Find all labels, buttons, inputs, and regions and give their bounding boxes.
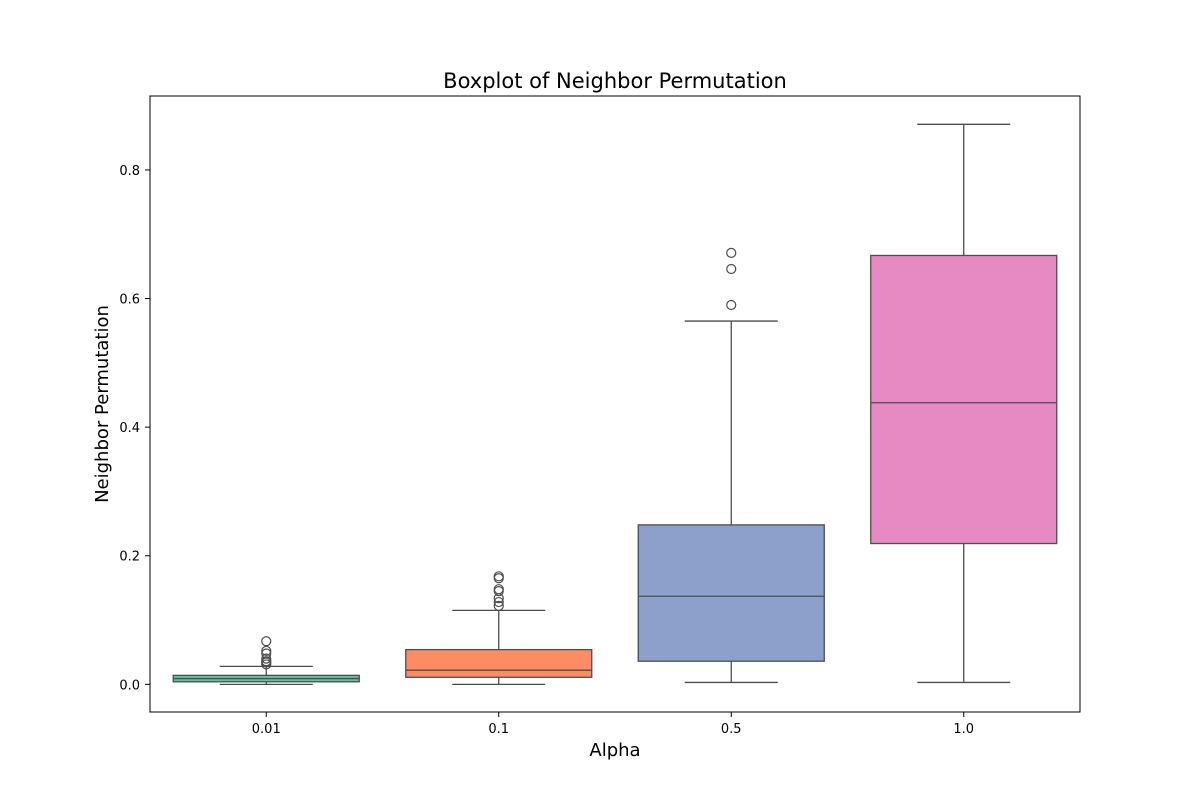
outlier-point-0.1-0	[493, 600, 504, 612]
box-group-0.1	[405, 571, 593, 686]
plot-area	[172, 123, 1058, 686]
axes: 0.0 0.2 0.4 0.6 0.8 0.01 0.1 0.5 1.0	[119, 95, 1081, 737]
x-tick-label: 0.5	[721, 722, 742, 737]
box-group-0.5	[637, 247, 825, 684]
plot-frame	[149, 95, 1081, 713]
x-tick-label: 1.0	[953, 722, 974, 737]
chart-title: Boxplot of Neighbor Permutation	[443, 69, 787, 93]
outlier-point-0.01-5	[261, 645, 272, 657]
y-tick-label: 0.0	[119, 678, 140, 693]
box-group-1.0	[870, 123, 1058, 684]
outlier-point-0.1-6	[493, 571, 504, 582]
outlier-point-0.5-1	[726, 263, 737, 275]
box-0.1	[405, 648, 593, 678]
y-axis-label: Neighbor Permutation	[92, 305, 113, 503]
box-group-0.01	[172, 636, 360, 686]
x-tick-label: 0.01	[252, 722, 281, 737]
outlier-point-0.5-0	[726, 299, 737, 311]
box-1.0	[870, 254, 1058, 545]
box-0.5	[637, 524, 825, 662]
outlier-point-0.01-3	[261, 653, 272, 664]
outlier-point-0.01-4	[261, 648, 272, 659]
y-tick-label: 0.4	[119, 421, 140, 436]
y-tick-label: 0.2	[119, 550, 140, 565]
outlier-point-0.1-4	[493, 584, 504, 595]
outlier-point-0.1-1	[493, 596, 504, 608]
y-tick-label: 0.6	[119, 293, 140, 308]
outlier-point-0.5-2	[726, 247, 737, 258]
y-tick-label: 0.8	[119, 164, 140, 179]
outlier-point-0.01-6	[261, 636, 272, 647]
outlier-point-0.01-2	[261, 656, 272, 667]
x-axis-label: Alpha	[589, 740, 640, 761]
x-tick-label: 0.1	[488, 722, 509, 737]
